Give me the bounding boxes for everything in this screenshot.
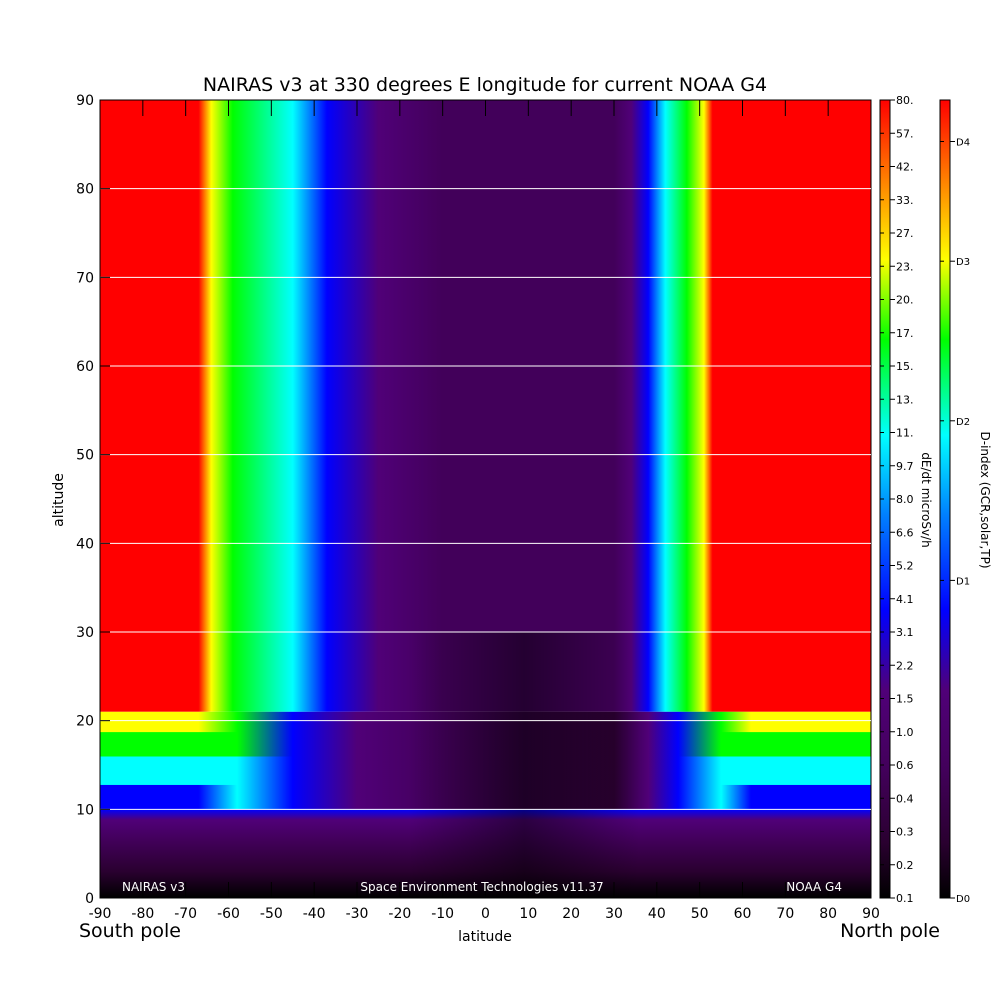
south-pole-label: South pole bbox=[79, 920, 181, 942]
colorbar-tick-label: 1.5 bbox=[896, 693, 914, 706]
x-tick-label: -60 bbox=[217, 906, 240, 922]
north-pole-label: North pole bbox=[840, 920, 940, 942]
colorbar-tick-label: 23. bbox=[896, 260, 914, 273]
annotation-left: NAIRAS v3 bbox=[122, 880, 185, 894]
colorbar-tick-label: 6.6 bbox=[896, 526, 914, 539]
y-tick-label: 90 bbox=[76, 93, 94, 109]
x-tick-label: 20 bbox=[562, 906, 580, 922]
colorbar-tick-label: 33. bbox=[896, 194, 914, 207]
x-tick-label: 80 bbox=[819, 906, 837, 922]
x-tick-label: 10 bbox=[519, 906, 537, 922]
gridlines bbox=[100, 188, 871, 810]
colorbar-tick-label: 4.1 bbox=[896, 593, 914, 606]
x-tick-label: -90 bbox=[89, 906, 112, 922]
plot-annotations: NAIRAS v3 Space Environment Technologies… bbox=[122, 880, 842, 894]
annotation-right: NOAA G4 bbox=[786, 880, 842, 894]
colorbar-tick-label: 15. bbox=[896, 360, 914, 373]
x-tick-label: 30 bbox=[605, 906, 623, 922]
x-tick-label: -30 bbox=[346, 906, 369, 922]
x-tick-label: -20 bbox=[388, 906, 411, 922]
colorbar-ramp bbox=[939, 99, 951, 899]
x-tick-label: -70 bbox=[174, 906, 197, 922]
y-tick-label: 50 bbox=[76, 448, 94, 464]
annotation-center: Space Environment Technologies v11.37 bbox=[360, 880, 603, 894]
colorbar-tick-label: 0.4 bbox=[896, 792, 914, 805]
colorbar-tick-label: 8.0 bbox=[896, 493, 914, 506]
x-tick-label: -40 bbox=[303, 906, 326, 922]
colorbar-tick-label: 80. bbox=[896, 94, 914, 107]
colorbar-tick-label: 11. bbox=[896, 427, 914, 440]
colorbar-tick-label: 20. bbox=[896, 294, 914, 307]
x-tick-label: 70 bbox=[776, 906, 794, 922]
x-tick-label: 60 bbox=[734, 906, 752, 922]
x-axis-label: latitude bbox=[458, 929, 512, 945]
y-tick-label: 20 bbox=[76, 714, 94, 730]
colorbar-tick-label: D3 bbox=[956, 257, 970, 268]
heatmap-upper-band bbox=[100, 100, 871, 712]
dose-colorbar-label: dE/dt microSv/h bbox=[919, 452, 933, 547]
y-tick-label: 70 bbox=[76, 270, 94, 286]
x-tick-label: -80 bbox=[131, 906, 154, 922]
y-tick-label: 10 bbox=[76, 802, 94, 818]
colorbar-tick-label: 1.0 bbox=[896, 726, 914, 739]
y-axis: 0 10 20 30 40 50 60 70 80 90 bbox=[76, 93, 110, 907]
colorbar-tick-label: 3.1 bbox=[896, 626, 914, 639]
x-tick-label: 50 bbox=[691, 906, 709, 922]
x-tick-label: -10 bbox=[431, 906, 454, 922]
y-tick-label: 80 bbox=[76, 182, 94, 198]
colorbar-tick-label: 9.7 bbox=[896, 460, 914, 473]
heatmap-plot bbox=[99, 99, 872, 899]
y-tick-label: 0 bbox=[85, 891, 94, 907]
x-tick-label: 0 bbox=[481, 906, 490, 922]
colorbar-tick-label: 17. bbox=[896, 327, 914, 340]
colorbar-tick-label: 27. bbox=[896, 227, 914, 240]
x-tick-label: -50 bbox=[260, 906, 283, 922]
colorbar-tick-label: 0.1 bbox=[896, 892, 914, 905]
colorbar-tick-label: 57. bbox=[896, 127, 914, 140]
x-tick-label: 90 bbox=[862, 906, 880, 922]
colorbar-tick-label: 0.2 bbox=[896, 859, 914, 872]
colorbar-tick-label: 0.3 bbox=[896, 826, 914, 839]
chart-title: NAIRAS v3 at 330 degrees E longitude for… bbox=[203, 74, 767, 96]
colorbar-tick-label: 42. bbox=[896, 161, 914, 174]
colorbar-tick-label: D0 bbox=[956, 894, 970, 905]
colorbar-tick-label: D2 bbox=[956, 417, 970, 428]
colorbar-tick-label: D1 bbox=[956, 576, 970, 587]
colorbar-tick-label: 5.2 bbox=[896, 560, 914, 573]
x-tick-label: 40 bbox=[648, 906, 666, 922]
dose-colorbar: 0.1 0.2 0.3 0.4 0.6 1.0 1.5 2.2 3.1 4.1 5.2 6.6 8.0 9… bbox=[879, 94, 914, 905]
colorbar-tick-label: 0.6 bbox=[896, 759, 914, 772]
colorbar-tick-label: 2.2 bbox=[896, 659, 914, 672]
colorbar-tick-label: D4 bbox=[956, 137, 970, 148]
dindex-colorbar: D0 D1 D2 D3 D4 bbox=[939, 99, 970, 905]
y-tick-label: 40 bbox=[76, 536, 94, 552]
x-axis: -90 -80 -70 -60 -50 -40 -30 -20 -10 0 10 20 30 40 50 60… bbox=[89, 100, 880, 922]
y-axis-label: altitude bbox=[51, 473, 67, 527]
dindex-colorbar-label: D-index (GCR,solar,TP) bbox=[978, 431, 992, 568]
colorbar-tick-label: 13. bbox=[896, 393, 914, 406]
equatorial-minimum bbox=[408, 632, 640, 898]
y-tick-label: 60 bbox=[76, 359, 94, 375]
y-tick-label: 30 bbox=[76, 625, 94, 641]
